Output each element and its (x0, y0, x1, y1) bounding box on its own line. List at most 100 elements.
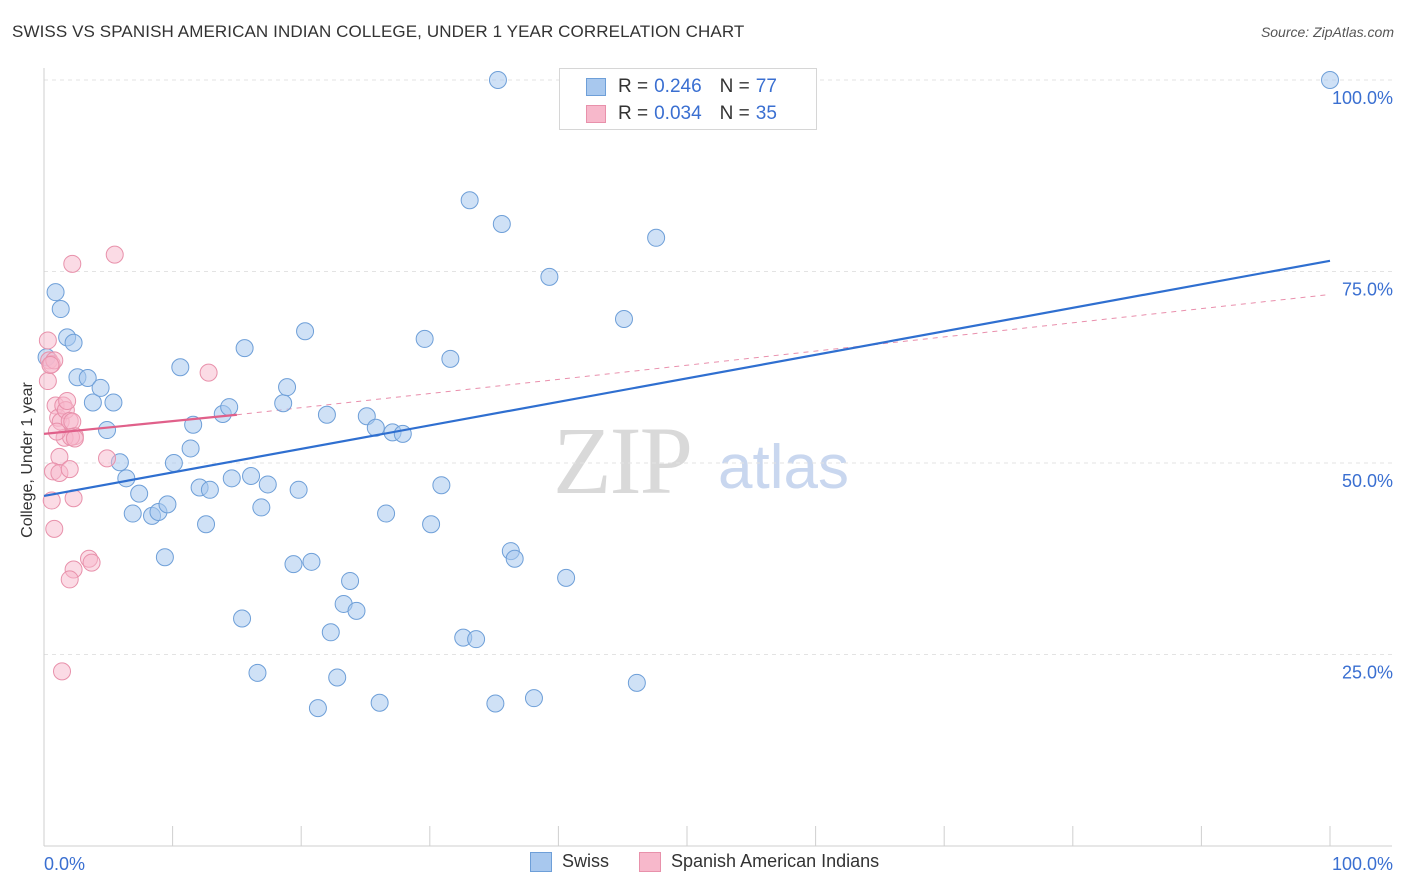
swiss-point (1321, 71, 1339, 89)
swiss-swatch (586, 78, 606, 96)
spanish-point (53, 662, 72, 681)
swiss-point (130, 484, 149, 503)
spanish-trend-line (43, 413, 238, 435)
swiss-point (557, 568, 576, 587)
swiss-point (486, 694, 505, 713)
source-label: Source: ZipAtlas.com (1260, 24, 1394, 40)
spanish-point (45, 519, 64, 538)
swiss-point (524, 689, 543, 708)
swiss-legend-label: Swiss (562, 851, 610, 871)
swiss-point (197, 515, 216, 534)
spanish-legend-label: Spanish American Indians (671, 851, 880, 871)
y-tick-label: 25.0% (1342, 663, 1393, 683)
spanish-point (41, 355, 60, 374)
swiss-point (328, 668, 347, 687)
spanish-r-label: R = (618, 103, 649, 124)
swiss-n-label: N = (719, 76, 750, 97)
swiss-point (200, 480, 219, 499)
swiss-point (64, 333, 83, 352)
chart-title: SWISS VS SPANISH AMERICAN INDIAN COLLEGE… (12, 22, 745, 41)
spanish-point (199, 363, 218, 382)
spanish-trend-extension (236, 293, 1331, 416)
watermark-atlas: atlas (718, 433, 849, 502)
swiss-point (220, 398, 239, 417)
x-tick-label: 100.0% (1332, 854, 1393, 874)
swiss-point (377, 504, 396, 523)
series-legend-spanish: Spanish American Indians (639, 851, 879, 872)
swiss-point (117, 469, 136, 488)
swiss-point (627, 673, 646, 692)
swiss-point (370, 693, 389, 712)
swiss-point (78, 368, 97, 387)
swiss-point (296, 322, 315, 341)
swiss-point (302, 552, 321, 571)
swiss-point (123, 504, 142, 523)
swiss-point (393, 424, 412, 443)
swiss-point (248, 663, 267, 682)
swiss-point (432, 476, 451, 495)
spanish-point (60, 460, 79, 479)
watermark-zip: ZIP (553, 407, 693, 514)
swiss-point (647, 228, 666, 247)
swiss-point (274, 394, 293, 413)
swiss-point (164, 454, 183, 472)
spanish-point (105, 245, 124, 264)
x-tick-label: 0.0% (44, 854, 85, 874)
swiss-point (347, 601, 366, 620)
swiss-trend-line (43, 259, 1331, 498)
series-legend-swiss: Swiss (530, 851, 609, 872)
swiss-point (46, 283, 65, 302)
spanish-r-value: 0.034 (654, 103, 702, 124)
spanish-point (98, 449, 117, 468)
y-tick-label: 50.0% (1342, 471, 1393, 491)
y-axis-label: College, Under 1 year (19, 382, 36, 538)
swiss-point (98, 421, 117, 440)
swiss-point (235, 339, 254, 358)
legend-row-swiss: R = 0.246 N = 77 (586, 74, 795, 100)
swiss-point (155, 548, 174, 567)
swiss-point (258, 475, 277, 494)
swiss-point (171, 358, 190, 377)
spanish-point (82, 553, 101, 572)
swiss-point (422, 515, 441, 534)
swiss-point (284, 555, 303, 574)
y-tick-label: 100.0% (1332, 88, 1393, 108)
swiss-r-value: 0.246 (654, 76, 702, 97)
spanish-point (38, 372, 57, 391)
swiss-point (278, 378, 297, 397)
swiss-point (51, 300, 70, 319)
swiss-point (83, 393, 102, 412)
swiss-point (242, 467, 261, 486)
swiss-point (467, 630, 486, 649)
spanish-point (65, 429, 84, 448)
swiss-point (233, 609, 252, 628)
swiss-n-value: 77 (755, 76, 777, 97)
swiss-point (415, 329, 434, 348)
swiss-point (460, 191, 479, 210)
swiss-point (104, 393, 123, 412)
spanish-n-label: N = (719, 103, 750, 124)
spanish-n-value: 35 (755, 103, 777, 124)
spanish-swatch (586, 105, 606, 123)
y-tick-label: 75.0% (1342, 280, 1393, 300)
legend-row-spanish: R = 0.034 N = 35 (586, 101, 795, 127)
swiss-r-label: R = (618, 76, 649, 97)
swiss-point (252, 498, 271, 517)
swiss-point (222, 469, 241, 488)
swiss-point (181, 439, 200, 458)
swiss-point (614, 309, 633, 328)
swiss-point (158, 495, 177, 514)
spanish-point (60, 570, 79, 589)
swiss-point (321, 623, 340, 642)
swiss-point (441, 349, 460, 368)
swiss-point (289, 480, 308, 499)
spanish-point (38, 331, 57, 350)
swiss-point (488, 71, 507, 89)
swiss-point (317, 405, 336, 424)
swiss-point (492, 215, 511, 234)
swiss-point (308, 699, 327, 718)
correlation-legend: R = 0.246 N = 77 R = 0.034 N = 35 (559, 68, 817, 130)
swiss-point (540, 267, 559, 286)
series-legend: Swiss Spanish American Indians (530, 851, 909, 872)
